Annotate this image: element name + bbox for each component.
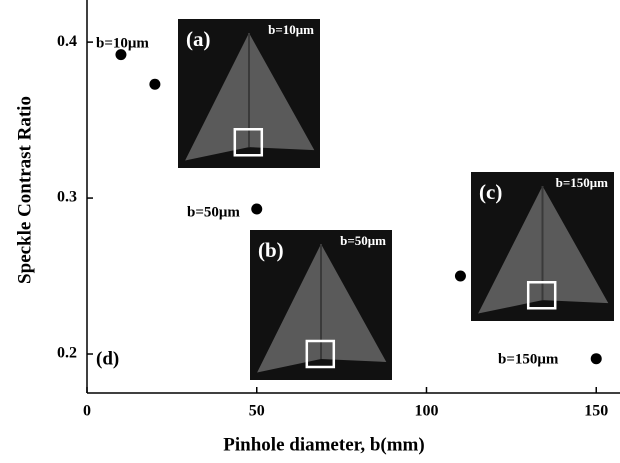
y-tick-label: 0.3 [57, 189, 77, 206]
inset-label: b=150μm [556, 175, 609, 190]
x-tick-label: 100 [414, 403, 438, 420]
x-tick-label: 50 [249, 403, 265, 420]
chart: Pinhole diameter, b(mm) Speckle Contrast… [0, 0, 620, 463]
x-tick-label: 0 [83, 403, 91, 420]
annotation: (d) [96, 348, 119, 369]
y-tick-label: 0.4 [57, 33, 77, 50]
x-axis-label: Pinhole diameter, b(mm) [223, 434, 424, 455]
data-point [591, 353, 602, 364]
inset-tag: (b) [258, 238, 284, 262]
inset-tag: (c) [479, 180, 502, 204]
data-point [149, 79, 160, 90]
annotation: b=10μm [96, 35, 149, 51]
inset-label: b=10μm [268, 22, 314, 37]
inset-tag: (a) [186, 27, 211, 51]
y-tick-label: 0.2 [57, 345, 77, 362]
x-tick-label: 150 [584, 403, 608, 420]
annotation: b=50μm [187, 204, 240, 220]
inset-image: (c) b=150μm [471, 172, 614, 321]
data-point [251, 203, 262, 214]
y-axis-label: Speckle Contrast Ratio [14, 96, 35, 284]
annotation: b=150μm [498, 351, 559, 367]
inset-label: b=50μm [340, 233, 386, 248]
data-point [455, 271, 466, 282]
inset-image: (a) b=10μm [178, 19, 320, 168]
inset-image: (b) b=50μm [250, 230, 392, 380]
